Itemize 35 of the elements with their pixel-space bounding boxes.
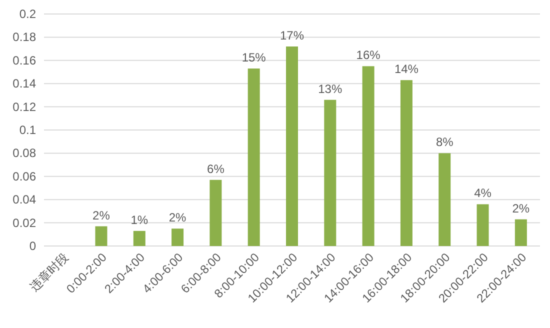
bar xyxy=(362,66,374,246)
y-tick-label: 0.2 xyxy=(19,7,36,21)
y-tick-label: 0.06 xyxy=(12,169,36,184)
y-tick-label: 0 xyxy=(29,239,36,253)
bar xyxy=(133,230,146,246)
data-label: 2% xyxy=(168,210,187,225)
y-tick-label: 0.1 xyxy=(19,123,36,137)
data-label: 1% xyxy=(130,212,148,227)
bar xyxy=(95,226,108,246)
bar xyxy=(286,46,298,246)
bar xyxy=(438,153,451,246)
data-label: 15% xyxy=(242,50,266,65)
y-tick-label: 0.16 xyxy=(12,53,36,68)
y-tick-label: 0.02 xyxy=(12,216,36,230)
y-tick-label: 0.18 xyxy=(12,30,36,44)
data-label: 4% xyxy=(474,186,492,200)
bar xyxy=(400,80,412,246)
y-tick-label: 0.12 xyxy=(12,100,36,114)
data-label: 14% xyxy=(394,62,419,76)
data-label: 13% xyxy=(318,82,342,96)
y-tick-label: 0.04 xyxy=(12,192,36,207)
bar xyxy=(210,180,222,246)
bar xyxy=(172,228,184,246)
data-label: 17% xyxy=(280,28,304,42)
bar xyxy=(324,100,336,246)
data-label: 6% xyxy=(207,162,225,176)
y-tick-label: 0.08 xyxy=(12,146,36,160)
data-label: 2% xyxy=(512,201,530,216)
data-label: 8% xyxy=(436,135,454,150)
data-label: 16% xyxy=(356,48,381,62)
y-tick-label: 0.14 xyxy=(12,76,36,91)
bar xyxy=(248,68,260,246)
bar xyxy=(476,204,489,246)
data-label: 2% xyxy=(92,208,110,222)
bar xyxy=(514,219,527,246)
